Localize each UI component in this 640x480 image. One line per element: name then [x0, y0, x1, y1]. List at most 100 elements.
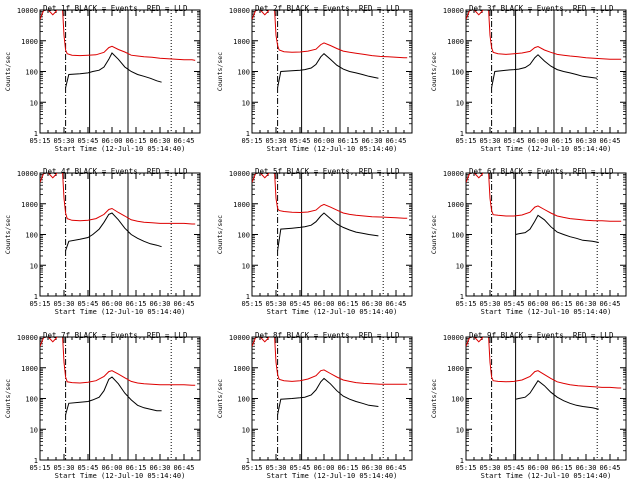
x-tick-label: 06:00 — [101, 464, 122, 472]
y-tick-label: 10 — [242, 99, 250, 107]
y-tick-label: 10000 — [443, 170, 464, 178]
x-tick-label: 05:45 — [503, 300, 524, 308]
x-tick-label: 06:15 — [551, 137, 572, 145]
series-lld-line — [252, 337, 408, 385]
x-tick-label: 06:45 — [599, 137, 620, 145]
x-tick-label: 06:00 — [527, 300, 548, 308]
x-axis-label: Start Time (12-Jul-10 05:14:40) — [481, 472, 612, 480]
y-axis-label: Counts/sec — [4, 215, 12, 254]
series-lld-line — [252, 173, 408, 219]
y-tick-label: 10 — [242, 426, 250, 434]
series-events-line — [65, 52, 162, 88]
x-tick-label: 05:45 — [289, 300, 310, 308]
series-events-line — [65, 376, 162, 415]
panel-title: Det 6f BLACK = Events, RED = LLD — [469, 167, 614, 176]
x-tick-label: 05:15 — [29, 137, 50, 145]
panel-title: Det 5f BLACK = Events, RED = LLD — [255, 167, 400, 176]
x-axis-label: Start Time (12-Jul-10 05:14:40) — [481, 145, 612, 153]
panel-det-9: 1 10 100 1000 10000 05:15 05:30 05:45 06:00 06:15… — [430, 331, 627, 480]
y-tick-label: 10 — [30, 426, 38, 434]
series-events-line — [277, 212, 379, 251]
x-tick-label: 06:30 — [361, 137, 382, 145]
y-axis-label: Counts/sec — [216, 52, 224, 91]
y-tick-label: 1 — [460, 293, 464, 301]
y-tick-label: 10000 — [17, 170, 38, 178]
y-tick-label: 1 — [246, 457, 250, 465]
y-tick-label: 10 — [456, 426, 464, 434]
x-tick-label: 05:30 — [479, 300, 500, 308]
y-tick-label: 1000 — [21, 201, 38, 209]
y-tick-label: 100 — [237, 396, 250, 404]
x-tick-label: 05:30 — [265, 464, 286, 472]
x-tick-label: 05:15 — [455, 137, 476, 145]
y-tick-label: 1000 — [21, 365, 38, 373]
x-axis-label: Start Time (12-Jul-10 05:14:40) — [55, 145, 186, 153]
x-tick-label: 05:30 — [479, 137, 500, 145]
x-tick-label: 06:15 — [551, 464, 572, 472]
y-tick-label: 1000 — [21, 38, 38, 46]
y-tick-label: 10000 — [229, 334, 250, 342]
y-tick-label: 10000 — [229, 170, 250, 178]
series-lld-line — [252, 10, 408, 59]
y-tick-label: 100 — [237, 69, 250, 77]
series-events-line — [491, 54, 598, 88]
x-tick-label: 06:30 — [361, 300, 382, 308]
y-axis-label: Counts/sec — [430, 215, 438, 254]
y-tick-label: 10000 — [443, 334, 464, 342]
y-tick-label: 1000 — [233, 365, 250, 373]
y-axis-label: Counts/sec — [430, 52, 438, 91]
panel-title: Det 9f BLACK = Events, RED = LLD — [469, 331, 614, 340]
x-tick-label: 06:45 — [385, 137, 406, 145]
x-tick-label: 06:15 — [337, 464, 358, 472]
y-tick-label: 10 — [242, 262, 250, 270]
series-events-line — [65, 212, 162, 251]
x-tick-label: 06:30 — [361, 464, 382, 472]
y-tick-label: 1 — [34, 130, 38, 138]
y-tick-label: 1000 — [233, 201, 250, 209]
x-axis-label: Start Time (12-Jul-10 05:14:40) — [267, 472, 398, 480]
x-tick-label: 05:30 — [53, 300, 74, 308]
x-axis-label: Start Time (12-Jul-10 05:14:40) — [267, 308, 398, 316]
series-lld-line — [466, 173, 622, 222]
x-tick-label: 06:30 — [149, 300, 170, 308]
y-tick-label: 1000 — [447, 201, 464, 209]
y-tick-label: 10 — [456, 99, 464, 107]
x-tick-label: 06:00 — [101, 300, 122, 308]
x-axis-label: Start Time (12-Jul-10 05:14:40) — [55, 472, 186, 480]
x-tick-label: 06:30 — [575, 300, 596, 308]
y-tick-label: 1 — [34, 457, 38, 465]
panel-det-3: 1 10 100 1000 10000 05:15 05:30 05:45 06:00 06:15… — [430, 4, 627, 153]
x-tick-label: 05:30 — [479, 464, 500, 472]
series-lld-line — [466, 337, 622, 389]
x-tick-label: 05:45 — [503, 464, 524, 472]
x-tick-label: 05:15 — [241, 137, 262, 145]
panel-title: Det 2f BLACK = Events, RED = LLD — [255, 4, 400, 13]
series-lld-line — [40, 10, 196, 61]
panel-det-5: 1 10 100 1000 10000 05:15 05:30 05:45 06:00 06:15… — [216, 167, 413, 316]
x-tick-label: 06:45 — [385, 464, 406, 472]
x-tick-label: 06:30 — [149, 137, 170, 145]
x-tick-label: 05:45 — [503, 137, 524, 145]
y-tick-label: 10000 — [17, 7, 38, 15]
x-tick-label: 06:15 — [551, 300, 572, 308]
y-tick-label: 100 — [237, 232, 250, 240]
panel-det-8: 1 10 100 1000 10000 05:15 05:30 05:45 06:00 06:15… — [216, 331, 413, 480]
panel-title: Det 3f BLACK = Events, RED = LLD — [469, 4, 614, 13]
x-axis-label: Start Time (12-Jul-10 05:14:40) — [267, 145, 398, 153]
panel-det-7: 1 10 100 1000 10000 05:15 05:30 05:45 06:00 06:15… — [4, 331, 201, 480]
x-tick-label: 05:15 — [455, 300, 476, 308]
x-tick-label: 05:30 — [265, 300, 286, 308]
x-tick-label: 06:00 — [101, 137, 122, 145]
y-tick-label: 1 — [460, 130, 464, 138]
panel-title: Det 7f BLACK = Events, RED = LLD — [43, 331, 188, 340]
x-tick-label: 05:45 — [289, 464, 310, 472]
series-events-line — [515, 214, 599, 243]
x-tick-label: 05:15 — [455, 464, 476, 472]
x-axis-label: Start Time (12-Jul-10 05:14:40) — [481, 308, 612, 316]
y-tick-label: 100 — [451, 232, 464, 240]
y-tick-label: 100 — [451, 69, 464, 77]
series-events-line — [277, 53, 379, 88]
x-tick-label: 06:45 — [599, 464, 620, 472]
series-lld-line — [40, 173, 196, 225]
